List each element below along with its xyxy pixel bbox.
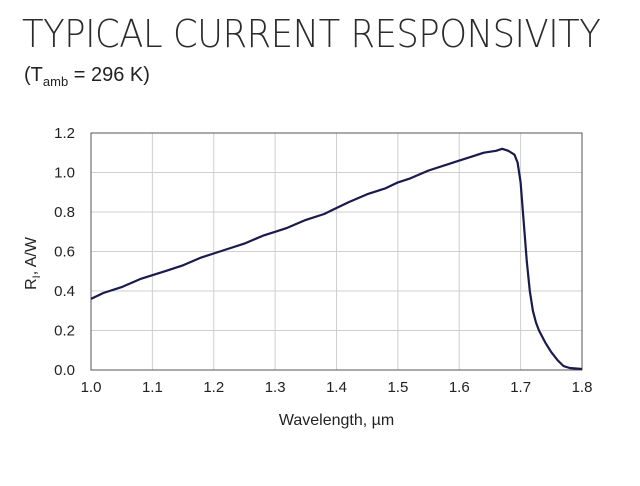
- y-axis-label-unit: , A/W: [23, 236, 40, 275]
- x-tick-label: 1.6: [449, 379, 470, 396]
- y-tick-label: 1.0: [54, 165, 75, 182]
- y-tick-label: 1.2: [54, 125, 75, 142]
- x-axis-label: Wavelength, µm: [279, 412, 394, 429]
- x-tick-label: 1.3: [265, 379, 286, 396]
- chart-grid: [90, 132, 583, 371]
- y-tick-label: 0.6: [54, 244, 75, 261]
- x-tick-label: 1.1: [142, 379, 163, 396]
- y-tick-label: 0.4: [54, 283, 75, 300]
- x-axis-ticks: 1.0 1.1 1.2 1.3 1.4 1.5 1.6 1.7 1.8: [81, 379, 593, 396]
- chart-subtitle: (Tamb = 296 K): [24, 64, 150, 89]
- chart-title: TYPICAL CURRENT RESPONSIVITY: [22, 12, 601, 56]
- x-tick-label: 1.4: [326, 379, 347, 396]
- x-tick-label: 1.7: [510, 379, 531, 396]
- y-axis-ticks: 0.0 0.2 0.4 0.6 0.8 1.0 1.2: [54, 125, 75, 379]
- y-tick-label: 0.0: [54, 362, 75, 379]
- x-tick-label: 1.0: [81, 379, 102, 396]
- y-tick-label: 0.8: [54, 204, 75, 221]
- x-tick-label: 1.5: [387, 379, 408, 396]
- plot-frame: [90, 132, 583, 371]
- responsivity-series-line: [90, 147, 583, 371]
- subtitle-suffix: = 296 K): [68, 64, 150, 86]
- subtitle-prefix: (T: [24, 64, 43, 86]
- y-axis-label-main: R: [23, 278, 40, 290]
- y-tick-label: 0.2: [54, 323, 75, 340]
- y-axis-label: RI, A/W: [23, 236, 43, 290]
- x-tick-label: 1.2: [203, 379, 224, 396]
- x-tick-label: 1.8: [572, 379, 593, 396]
- y-axis-label-sub: I: [31, 275, 43, 278]
- subtitle-subscript: amb: [42, 74, 69, 89]
